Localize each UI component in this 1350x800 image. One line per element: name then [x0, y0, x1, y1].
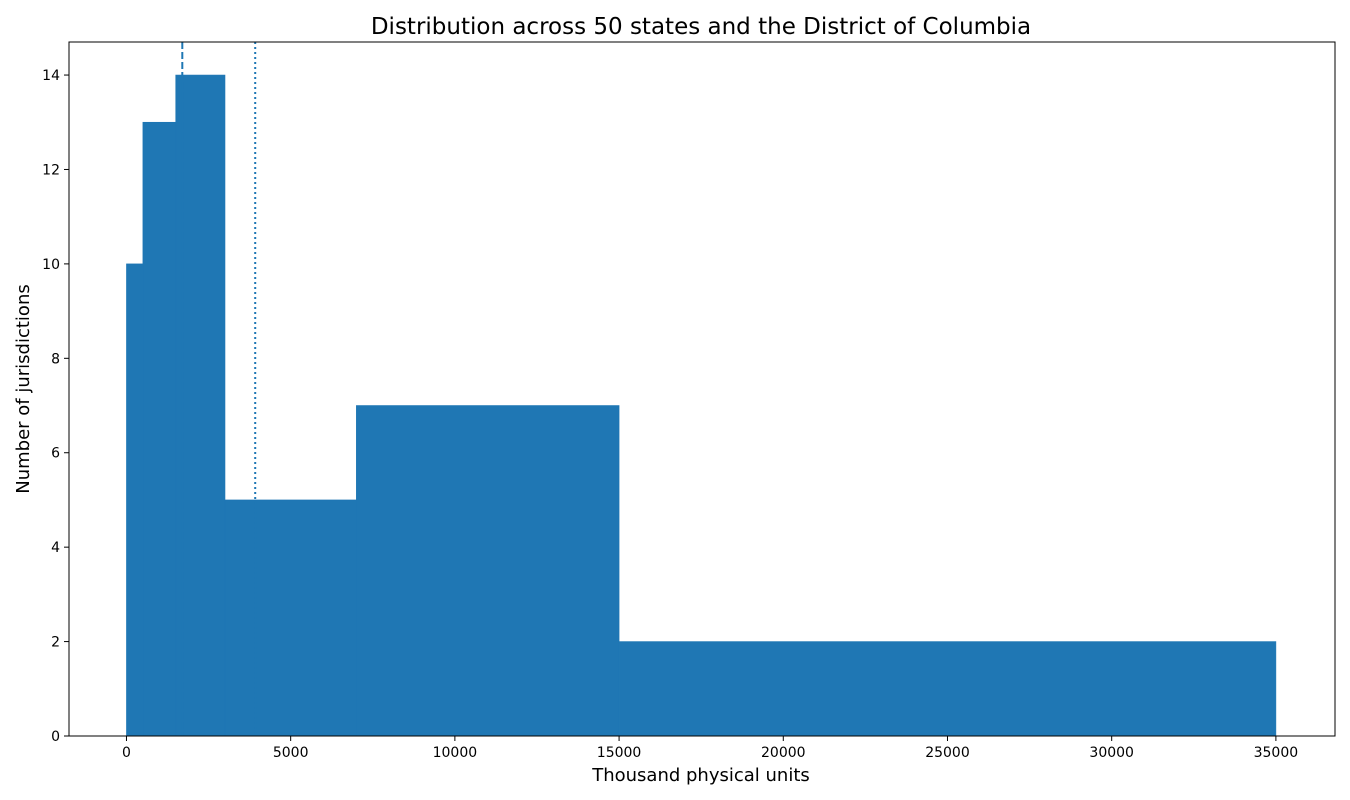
- y-tick-label: 8: [51, 351, 60, 367]
- histogram-bar-2: [175, 74, 226, 737]
- x-tick-label: 20000: [761, 745, 806, 761]
- plot-area-frame: [68, 41, 1336, 737]
- y-tick-label: 2: [51, 635, 60, 651]
- y-tick-label: 10: [42, 257, 60, 273]
- x-tick-label: 15000: [597, 745, 642, 761]
- histogram-bar-4: [356, 405, 620, 737]
- y-axis-label: Number of jurisdictions: [13, 284, 34, 493]
- x-tick-label: 30000: [1089, 745, 1134, 761]
- chart-title: Distribution across 50 states and the Di…: [371, 14, 1031, 40]
- histogram-bars: [126, 74, 1277, 737]
- x-axis-ticks: 0 5000 10000 15000 20000 25000 30000 35000: [122, 736, 1298, 761]
- y-tick-label: 6: [51, 446, 60, 462]
- histogram-bar-0: [126, 263, 144, 737]
- x-tick-label: 35000: [1254, 745, 1299, 761]
- y-tick-label: 4: [51, 540, 60, 556]
- histogram-bar-5: [618, 641, 1277, 737]
- reference-lines: [181, 42, 257, 736]
- y-tick-label: 0: [51, 729, 60, 745]
- y-tick-label: 14: [42, 68, 60, 84]
- x-axis-label: Thousand physical units: [591, 765, 810, 786]
- histogram-bar-1: [142, 121, 177, 737]
- histogram-bar-3: [224, 499, 357, 737]
- y-axis-ticks: 0 2 4 6 8 10 12 14: [42, 68, 69, 745]
- x-tick-label: 0: [122, 745, 131, 761]
- x-tick-label: 5000: [273, 745, 309, 761]
- x-tick-label: 10000: [433, 745, 478, 761]
- x-tick-label: 25000: [925, 745, 970, 761]
- y-tick-label: 12: [42, 162, 60, 178]
